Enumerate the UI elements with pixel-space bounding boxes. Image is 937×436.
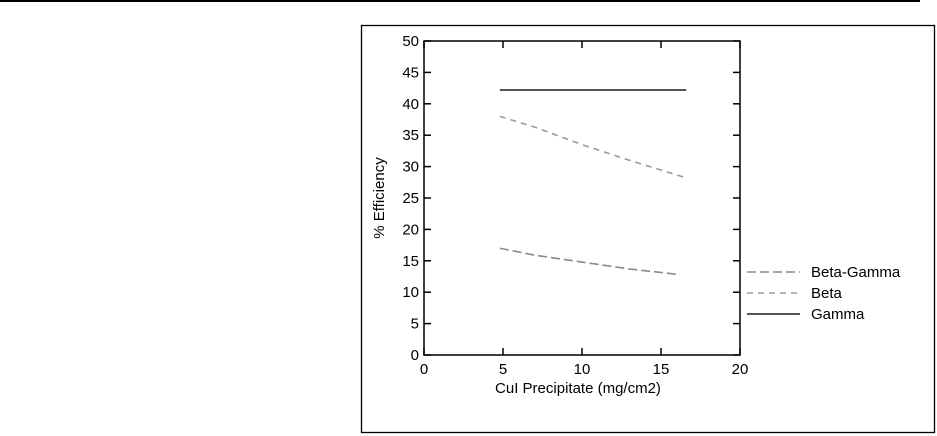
x-tick-label: 10 [574, 361, 591, 378]
legend-label: Gamma [811, 306, 865, 323]
y-tick-label: 25 [402, 190, 419, 207]
chart-frame [360, 24, 936, 434]
legend-label: Beta-Gamma [811, 264, 901, 281]
x-tick-label: 20 [732, 361, 749, 378]
y-tick-label: 10 [402, 284, 419, 301]
y-tick-label: 0 [411, 347, 419, 364]
x-tick-label: 0 [420, 361, 428, 378]
y-tick-label: 35 [402, 127, 419, 144]
x-axis-label: CuI Precipitate (mg/cm2) [495, 380, 661, 397]
y-tick-label: 15 [402, 253, 419, 270]
top-rule [0, 0, 920, 2]
y-tick-label: 20 [402, 221, 419, 238]
x-tick-label: 15 [653, 361, 670, 378]
plot-area [423, 40, 741, 356]
y-tick-label: 50 [402, 33, 419, 50]
y-axis-label: % Efficiency [371, 157, 388, 239]
y-tick-label: 45 [402, 64, 419, 81]
y-tick-label: 30 [402, 159, 419, 176]
y-tick-label: 5 [411, 316, 419, 333]
series-line-beta [499, 115, 687, 179]
x-tick-label: 5 [499, 361, 507, 378]
series-line-beta-gamma [499, 247, 681, 276]
legend-label: Beta [811, 285, 843, 302]
y-tick-label: 40 [402, 96, 419, 113]
